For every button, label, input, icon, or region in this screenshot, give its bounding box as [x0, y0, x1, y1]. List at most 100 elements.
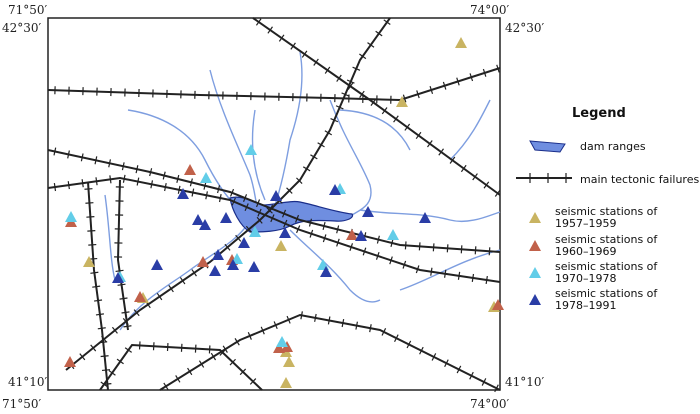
station-triangle — [280, 377, 292, 388]
station-triangle — [65, 211, 77, 222]
fault-tick — [429, 85, 434, 94]
fault-tick — [482, 68, 487, 77]
fault-tick — [108, 370, 116, 376]
fault-tick — [239, 368, 247, 376]
station-triangle — [245, 144, 257, 155]
legend-dam-icon — [529, 140, 566, 153]
fault-tick — [273, 321, 278, 330]
fault-tick — [375, 251, 380, 260]
fault-tick — [469, 371, 474, 380]
fault-tick — [133, 309, 140, 317]
station-triangle — [199, 219, 211, 230]
fault-tick — [80, 153, 84, 162]
fault-tick — [415, 131, 422, 140]
fault-tick — [471, 273, 475, 282]
fault-tick — [456, 365, 462, 374]
fault-tick — [164, 183, 167, 192]
fault-tick — [483, 181, 490, 189]
fault-tick — [281, 209, 287, 218]
fault-tick — [296, 225, 301, 234]
fault-tick — [235, 234, 242, 242]
tectonic-failures — [47, 17, 501, 393]
fault-tick — [481, 378, 487, 386]
fault-tick — [402, 94, 407, 103]
fault-tick — [324, 130, 333, 136]
fault-tick — [242, 194, 248, 202]
fault-tick — [53, 182, 57, 192]
fault-tick — [314, 313, 317, 322]
fault-tick — [460, 164, 467, 173]
fault-tick — [430, 267, 433, 276]
fault-tick — [121, 162, 125, 171]
fault-tick — [135, 165, 139, 174]
fault-tick — [415, 265, 420, 274]
fault-tick — [150, 180, 154, 189]
fault-line — [47, 149, 501, 253]
fault-tick — [488, 247, 491, 256]
fault-tick — [256, 216, 263, 224]
fault-tick — [278, 34, 285, 42]
fault-tick — [406, 340, 412, 349]
fault-tick — [210, 352, 217, 361]
fault-tick — [100, 355, 109, 358]
fault-tick — [94, 156, 98, 165]
fault-tick — [283, 219, 288, 228]
fault-tick — [109, 175, 112, 184]
fault-tick — [90, 344, 97, 352]
station-triangle — [192, 214, 204, 225]
station-triangle — [275, 240, 287, 251]
fault-line — [116, 179, 129, 331]
station-triangle — [197, 256, 209, 267]
fault-tick — [302, 166, 311, 172]
fault-tick — [402, 260, 407, 269]
fault-tick — [404, 241, 407, 250]
fault-tick — [87, 230, 96, 232]
station-triangle — [529, 294, 541, 305]
fault-tick — [460, 245, 463, 254]
fault-tick — [117, 283, 126, 286]
fault-tick — [449, 156, 456, 164]
fault-tick — [198, 360, 205, 368]
fault-tick — [313, 58, 319, 66]
fault-tick — [99, 341, 108, 344]
fault-tick — [175, 375, 181, 383]
station-triangle — [529, 267, 541, 278]
fault-tick — [355, 321, 358, 330]
fault-tick — [85, 202, 94, 204]
lon-label: 71°50′ — [8, 3, 48, 17]
fault-tick — [362, 247, 367, 256]
station-triangle — [320, 266, 332, 277]
fault-tick — [123, 325, 132, 328]
fault-line — [252, 17, 501, 196]
station-triangle — [112, 272, 124, 283]
fault-tick — [341, 92, 350, 97]
station-triangle — [248, 261, 260, 272]
fault-tick — [336, 238, 340, 247]
fault-tick — [444, 269, 447, 278]
fault-tick — [381, 107, 388, 115]
legend-label: seismic stations of — [555, 260, 658, 273]
fault-tick — [335, 105, 344, 110]
fault-tick — [296, 177, 303, 184]
fault-tick — [496, 64, 500, 73]
fault-tick — [234, 338, 240, 346]
fault-tick — [189, 178, 193, 187]
fault-tick — [322, 234, 327, 243]
legend-label: seismic stations of — [555, 233, 658, 246]
fault-tick — [111, 326, 118, 334]
fault-tick — [286, 315, 291, 324]
fault-tick — [81, 179, 84, 188]
station-triangle — [529, 240, 541, 251]
station-triangle — [346, 229, 358, 240]
fault-tick — [404, 123, 411, 131]
legend-label: 1957–1959 — [555, 217, 617, 230]
fault-tick — [317, 142, 325, 148]
fault-tick — [375, 30, 383, 37]
fault-tick — [346, 79, 355, 84]
legend-label: 1960–1969 — [555, 245, 617, 258]
fault-tick — [101, 369, 111, 372]
fault-tick — [294, 214, 300, 223]
fault-tick — [229, 358, 236, 366]
fault-tick — [67, 181, 70, 190]
fault-tick — [103, 383, 112, 385]
